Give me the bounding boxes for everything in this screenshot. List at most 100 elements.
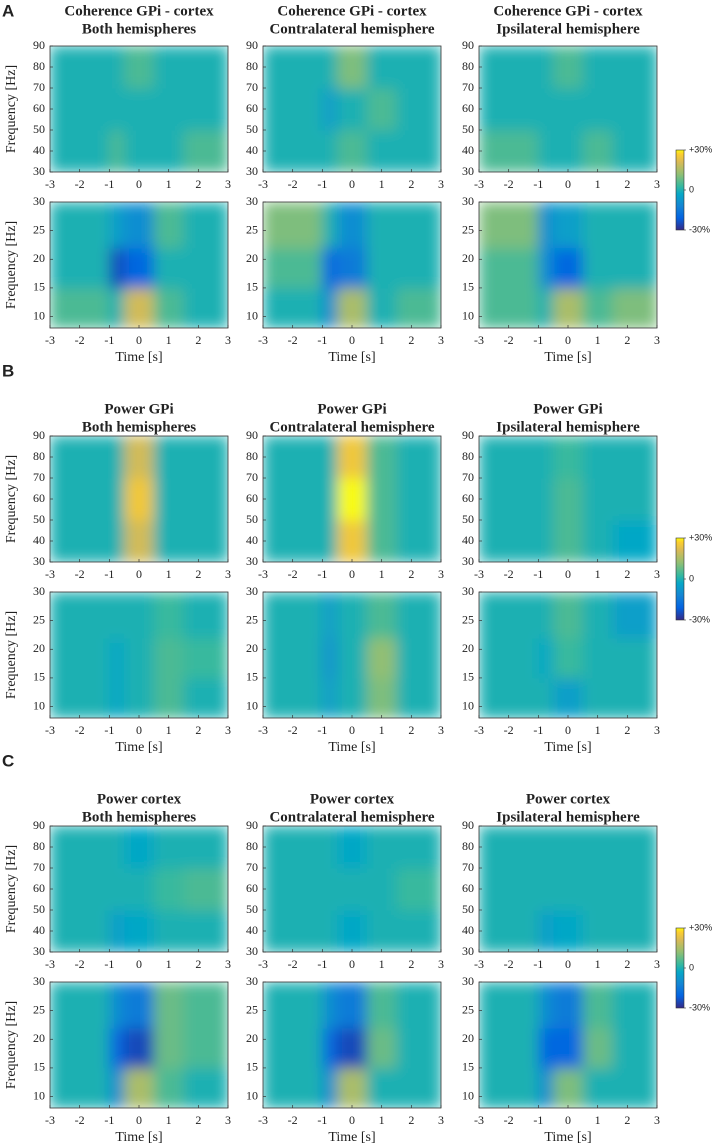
y-tick-label: 80 — [33, 839, 45, 853]
y-tick-label: 40 — [462, 923, 474, 937]
x-tick-label: 3 — [654, 723, 660, 737]
y-tick-label: 50 — [33, 512, 45, 526]
heatmap-cell — [263, 1067, 323, 1108]
x-tick-label: 1 — [379, 957, 385, 971]
panel — [479, 592, 657, 718]
heatmap-cell — [183, 677, 228, 718]
x-axis-label: Time [s] — [544, 740, 591, 755]
heatmap-cell — [183, 910, 228, 952]
colorbar-label: +30% — [689, 922, 712, 932]
heatmap-cell — [50, 1027, 110, 1069]
y-tick-label: 10 — [462, 698, 474, 712]
heatmap-cell — [582, 982, 613, 1029]
x-tick-label: -2 — [504, 567, 514, 581]
y-tick-label: 30 — [462, 944, 474, 958]
y-tick-label: 10 — [33, 308, 45, 322]
heatmap-cell — [337, 637, 368, 679]
panel-title: Contralateral hemisphere — [269, 21, 434, 37]
heatmap-cell — [612, 677, 657, 718]
colorbar-label: -30% — [689, 224, 710, 234]
x-tick-label: 2 — [195, 957, 201, 971]
x-tick-label: -2 — [288, 957, 298, 971]
x-tick-label: -1 — [317, 567, 327, 581]
y-tick-label: 10 — [246, 308, 258, 322]
heatmap-cell — [153, 1027, 184, 1069]
heatmap-cell — [263, 677, 323, 718]
heatmap-cell — [153, 88, 184, 131]
heatmap-cell — [366, 910, 397, 952]
x-tick-label: -1 — [317, 957, 327, 971]
heatmap-cell — [263, 130, 323, 172]
heatmap-cell — [50, 478, 110, 521]
heatmap-cell — [322, 910, 338, 952]
colorbar-label: -30% — [689, 1002, 710, 1012]
colorbar-label: 0 — [689, 962, 694, 972]
x-axis-label: Time [s] — [328, 740, 375, 755]
x-tick-label: -3 — [474, 723, 484, 737]
y-tick-label: 70 — [246, 470, 258, 484]
heatmap-cell — [50, 677, 110, 718]
heatmap-cell — [612, 287, 657, 328]
heatmap-cell — [479, 868, 539, 911]
heatmap-cell — [553, 592, 584, 639]
x-tick-label: 0 — [565, 957, 571, 971]
heatmap-cell — [366, 520, 397, 562]
y-tick-label: 30 — [33, 974, 45, 988]
x-tick-label: 0 — [349, 723, 355, 737]
heatmap-cell — [337, 868, 368, 911]
colorbar — [675, 537, 685, 621]
y-tick-label: 30 — [462, 554, 474, 568]
y-tick-label: 30 — [246, 164, 258, 178]
heatmap — [50, 202, 228, 328]
x-tick-label: -1 — [533, 1113, 543, 1127]
heatmap-cell — [50, 46, 110, 89]
x-tick-label: -1 — [104, 567, 114, 581]
x-tick-label: -3 — [45, 723, 55, 737]
x-tick-label: -3 — [474, 1113, 484, 1127]
heatmap-cell — [538, 826, 554, 869]
y-tick-label: 40 — [246, 533, 258, 547]
x-tick-label: -2 — [504, 1113, 514, 1127]
x-tick-label: -1 — [533, 177, 543, 191]
x-tick-label: 3 — [438, 957, 444, 971]
heatmap-cell — [124, 982, 155, 1029]
y-tick-label: 20 — [33, 641, 45, 655]
y-tick-label: 80 — [246, 449, 258, 463]
y-tick-label: 50 — [462, 512, 474, 526]
heatmap-cell — [322, 520, 338, 562]
heatmap-cell — [263, 637, 323, 679]
heatmap-cell — [582, 88, 613, 131]
x-tick-label: 0 — [565, 723, 571, 737]
y-tick-label: 15 — [33, 1060, 45, 1074]
y-tick-label: 80 — [33, 59, 45, 73]
y-tick-label: 20 — [462, 251, 474, 265]
heatmap-cell — [553, 910, 584, 952]
heatmap-cell — [50, 637, 110, 679]
x-tick-label: 3 — [438, 177, 444, 191]
heatmap-cell — [396, 1027, 441, 1069]
heatmap-cell — [582, 247, 613, 289]
heatmap-cell — [582, 130, 613, 172]
y-tick-label: 60 — [246, 881, 258, 895]
heatmap-cell — [183, 287, 228, 328]
y-tick-label: 15 — [33, 280, 45, 294]
heatmap-cell — [109, 287, 125, 328]
panel-title: Power cortex — [97, 791, 182, 807]
x-tick-label: -3 — [45, 333, 55, 347]
y-tick-label: 90 — [462, 38, 474, 52]
heatmap-cell — [366, 677, 397, 718]
y-tick-label: 80 — [246, 59, 258, 73]
x-tick-label: 0 — [349, 1113, 355, 1127]
heatmap-cell — [553, 436, 584, 479]
y-axis-label: Frequency [Hz] — [4, 65, 19, 153]
heatmap-cell — [582, 436, 613, 479]
heatmap-cell — [612, 592, 657, 639]
heatmap-cell — [263, 982, 323, 1029]
y-axis-label: Frequency [Hz] — [4, 455, 19, 543]
y-tick-label: 60 — [246, 491, 258, 505]
y-tick-label: 60 — [246, 101, 258, 115]
x-tick-label: 3 — [225, 333, 231, 347]
heatmap-cell — [263, 436, 323, 479]
y-tick-label: 80 — [462, 839, 474, 853]
